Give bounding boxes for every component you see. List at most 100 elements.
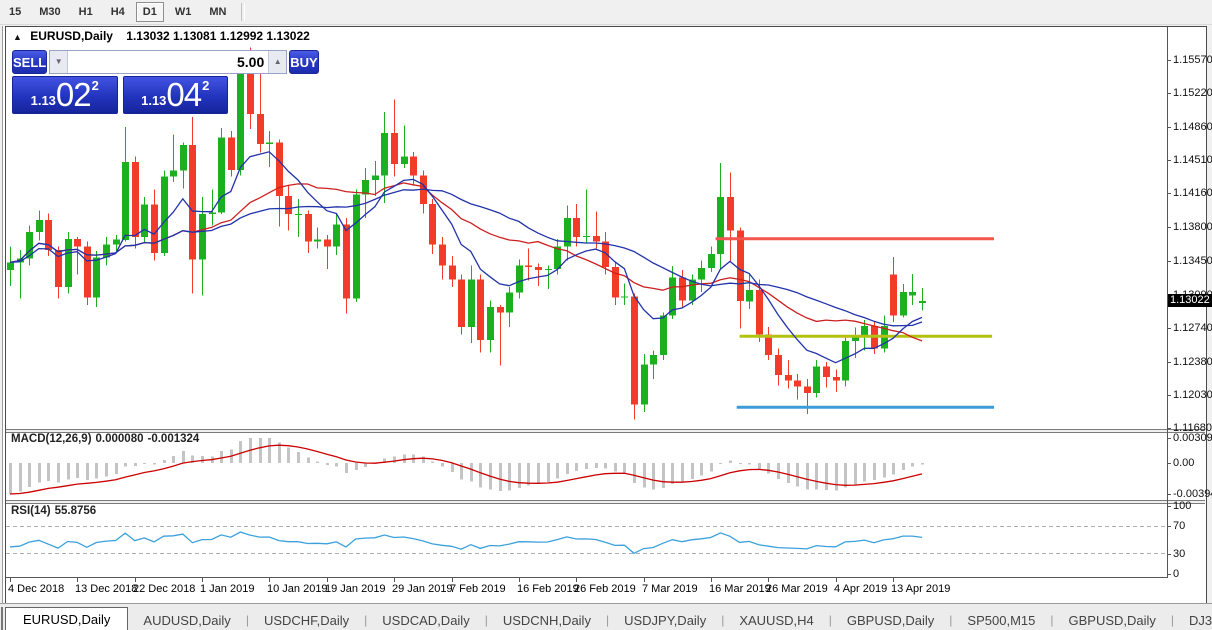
- volume-decrease-icon[interactable]: ▼: [50, 51, 69, 73]
- price-axis-label: 1.11680: [1173, 422, 1212, 434]
- chart-tab-audusd-daily[interactable]: AUDUSD,Daily: [143, 613, 231, 628]
- date-label: 7 Mar 2019: [642, 583, 698, 595]
- sell-price-sup: 2: [91, 78, 99, 93]
- date-tick: [77, 578, 78, 582]
- price-axis-label: 1.15220: [1173, 87, 1212, 99]
- macd-axis-tick: [1167, 463, 1171, 464]
- tab-divider: |: [721, 613, 725, 627]
- macd-label: MACD(12,26,9) 0.000080 -0.001324: [11, 433, 200, 445]
- chart-tab-usdchf-daily[interactable]: USDCHF,Daily: [263, 613, 350, 628]
- volume-input[interactable]: [68, 51, 269, 73]
- price-axis-label: 1.13800: [1173, 221, 1212, 233]
- date-tick: [135, 578, 136, 582]
- tab-divider: |: [364, 613, 368, 627]
- date-label: 4 Apr 2019: [834, 583, 888, 595]
- ma-slow-line: [9, 188, 923, 327]
- pane-separator[interactable]: [6, 429, 1205, 433]
- rsi-axis-label: 30: [1173, 548, 1186, 560]
- chart-tab-sp500-m15[interactable]: SP500,M15: [967, 613, 1036, 628]
- chart-tab-dj30-h4[interactable]: DJ30,H4: [1189, 613, 1212, 628]
- one-click-trading-panel: SELL ▼ ▲ BUY 1.13 02 2 1.13 04 2: [12, 50, 319, 114]
- macd-axis-tick: [1167, 494, 1171, 495]
- rsi-axis-tick: [1167, 526, 1171, 527]
- price-axis-label: 1.12380: [1173, 356, 1212, 368]
- macd-indicator-canvas[interactable]: [6, 432, 1167, 500]
- date-tick: [269, 578, 270, 582]
- buy-price-sup: 2: [202, 78, 210, 93]
- date-label: 16 Feb 2019: [517, 583, 579, 595]
- chart-marker-icon: ▲: [13, 32, 22, 42]
- rsi-label: RSI(14) 55.8756: [11, 505, 97, 517]
- price-axis-label: 1.15570: [1173, 54, 1212, 66]
- price-axis-tick: [1167, 227, 1171, 228]
- timeframe-button-m30[interactable]: M30: [39, 6, 61, 18]
- date-label: 13 Apr 2019: [891, 583, 951, 595]
- chart-tab-usdjpy-daily[interactable]: USDJPY,Daily: [624, 613, 707, 628]
- date-label: 10 Jan 2019: [267, 583, 328, 595]
- date-tick: [202, 578, 203, 582]
- rsi-indicator-canvas[interactable]: [6, 503, 1167, 577]
- date-label: 26 Feb 2019: [574, 583, 636, 595]
- timeframe-button-h1[interactable]: H1: [78, 6, 93, 18]
- date-tick: [836, 578, 837, 582]
- chart-tab-usdcad-daily[interactable]: USDCAD,Daily: [382, 613, 470, 628]
- buy-button[interactable]: BUY: [289, 50, 319, 74]
- date-label: 4 Dec 2018: [8, 583, 65, 595]
- tab-divider: |: [828, 613, 832, 627]
- date-tick: [768, 578, 769, 582]
- date-label: 19 Jan 2019: [325, 583, 386, 595]
- chart-tab-gbpusd-daily[interactable]: GBPUSD,Daily: [1068, 613, 1156, 628]
- macd-axis-label: 0.00: [1173, 457, 1195, 469]
- rsi-axis-label: 100: [1173, 500, 1192, 512]
- timeframe-button-h4[interactable]: H4: [110, 6, 125, 18]
- timeframe-button-15[interactable]: 15: [9, 6, 22, 18]
- rsi-axis-tick: [1167, 574, 1171, 575]
- volume-increase-icon[interactable]: ▲: [268, 51, 287, 73]
- date-tick: [893, 578, 894, 582]
- price-chart-canvas[interactable]: [6, 27, 1167, 429]
- timeframe-button-mn[interactable]: MN: [209, 6, 227, 18]
- price-axis-tick: [1167, 93, 1171, 94]
- date-tick: [394, 578, 395, 582]
- chart-tab-xauusd-h4[interactable]: XAUUSD,H4: [739, 613, 814, 628]
- sell-button[interactable]: SELL: [12, 50, 48, 74]
- chart-tab-usdcnh-daily[interactable]: USDCNH,Daily: [502, 613, 591, 628]
- chart-tab-gbpusd-daily[interactable]: GBPUSD,Daily: [846, 613, 935, 628]
- chart-tab-eurusd-daily[interactable]: EURUSD,Daily: [5, 607, 129, 630]
- current-price-badge: 1.13022: [1168, 294, 1212, 307]
- tab-divider: |: [245, 613, 249, 627]
- date-axis: 4 Dec 2018 13 Dec 2018 22 Dec 2018 1 Jan 20…: [6, 578, 1167, 602]
- macd-axis-tick: [1167, 438, 1171, 439]
- tab-divider: |: [1170, 613, 1175, 627]
- rsi-axis-tick: [1167, 554, 1171, 555]
- buy-price-quote[interactable]: 1.13 04 2: [122, 76, 228, 114]
- date-label: 1 Jan 2019: [200, 583, 255, 595]
- price-axis-tick: [1167, 362, 1171, 363]
- timeframe-button-d1[interactable]: D1: [135, 2, 164, 22]
- volume-stepper: ▼ ▲: [49, 50, 288, 74]
- pane-separator[interactable]: [6, 500, 1205, 504]
- buy-price-prefix: 1.13: [141, 93, 167, 108]
- price-axis-tick: [1167, 193, 1171, 194]
- tab-divider: |: [1050, 613, 1054, 627]
- tab-divider: |: [605, 613, 610, 627]
- date-tick: [576, 578, 577, 582]
- rsi-axis-label: 0: [1173, 568, 1180, 580]
- sell-price-quote[interactable]: 1.13 02 2: [12, 76, 118, 114]
- macd-axis-label: -0.003947: [1173, 488, 1212, 500]
- date-label: 26 Mar 2019: [766, 583, 828, 595]
- timeframe-toolbar: 15 M30 H1 H4 D1 W1 MN: [0, 0, 1212, 25]
- toolbar-separator: [241, 3, 246, 21]
- price-axis-tick: [1167, 328, 1171, 329]
- price-axis-label: 1.14510: [1173, 154, 1212, 166]
- price-axis-line: [1167, 27, 1168, 578]
- price-axis-label: 1.12740: [1173, 322, 1212, 334]
- sell-price-big: 02: [55, 76, 92, 113]
- price-axis-tick: [1167, 261, 1171, 262]
- price-axis-label: 1.12030: [1173, 389, 1212, 401]
- macd-axis-label: 0.003095: [1173, 432, 1212, 444]
- rsi-axis-tick: [1167, 506, 1171, 507]
- date-label: 13 Dec 2018: [75, 583, 138, 595]
- timeframe-button-w1[interactable]: W1: [174, 6, 192, 18]
